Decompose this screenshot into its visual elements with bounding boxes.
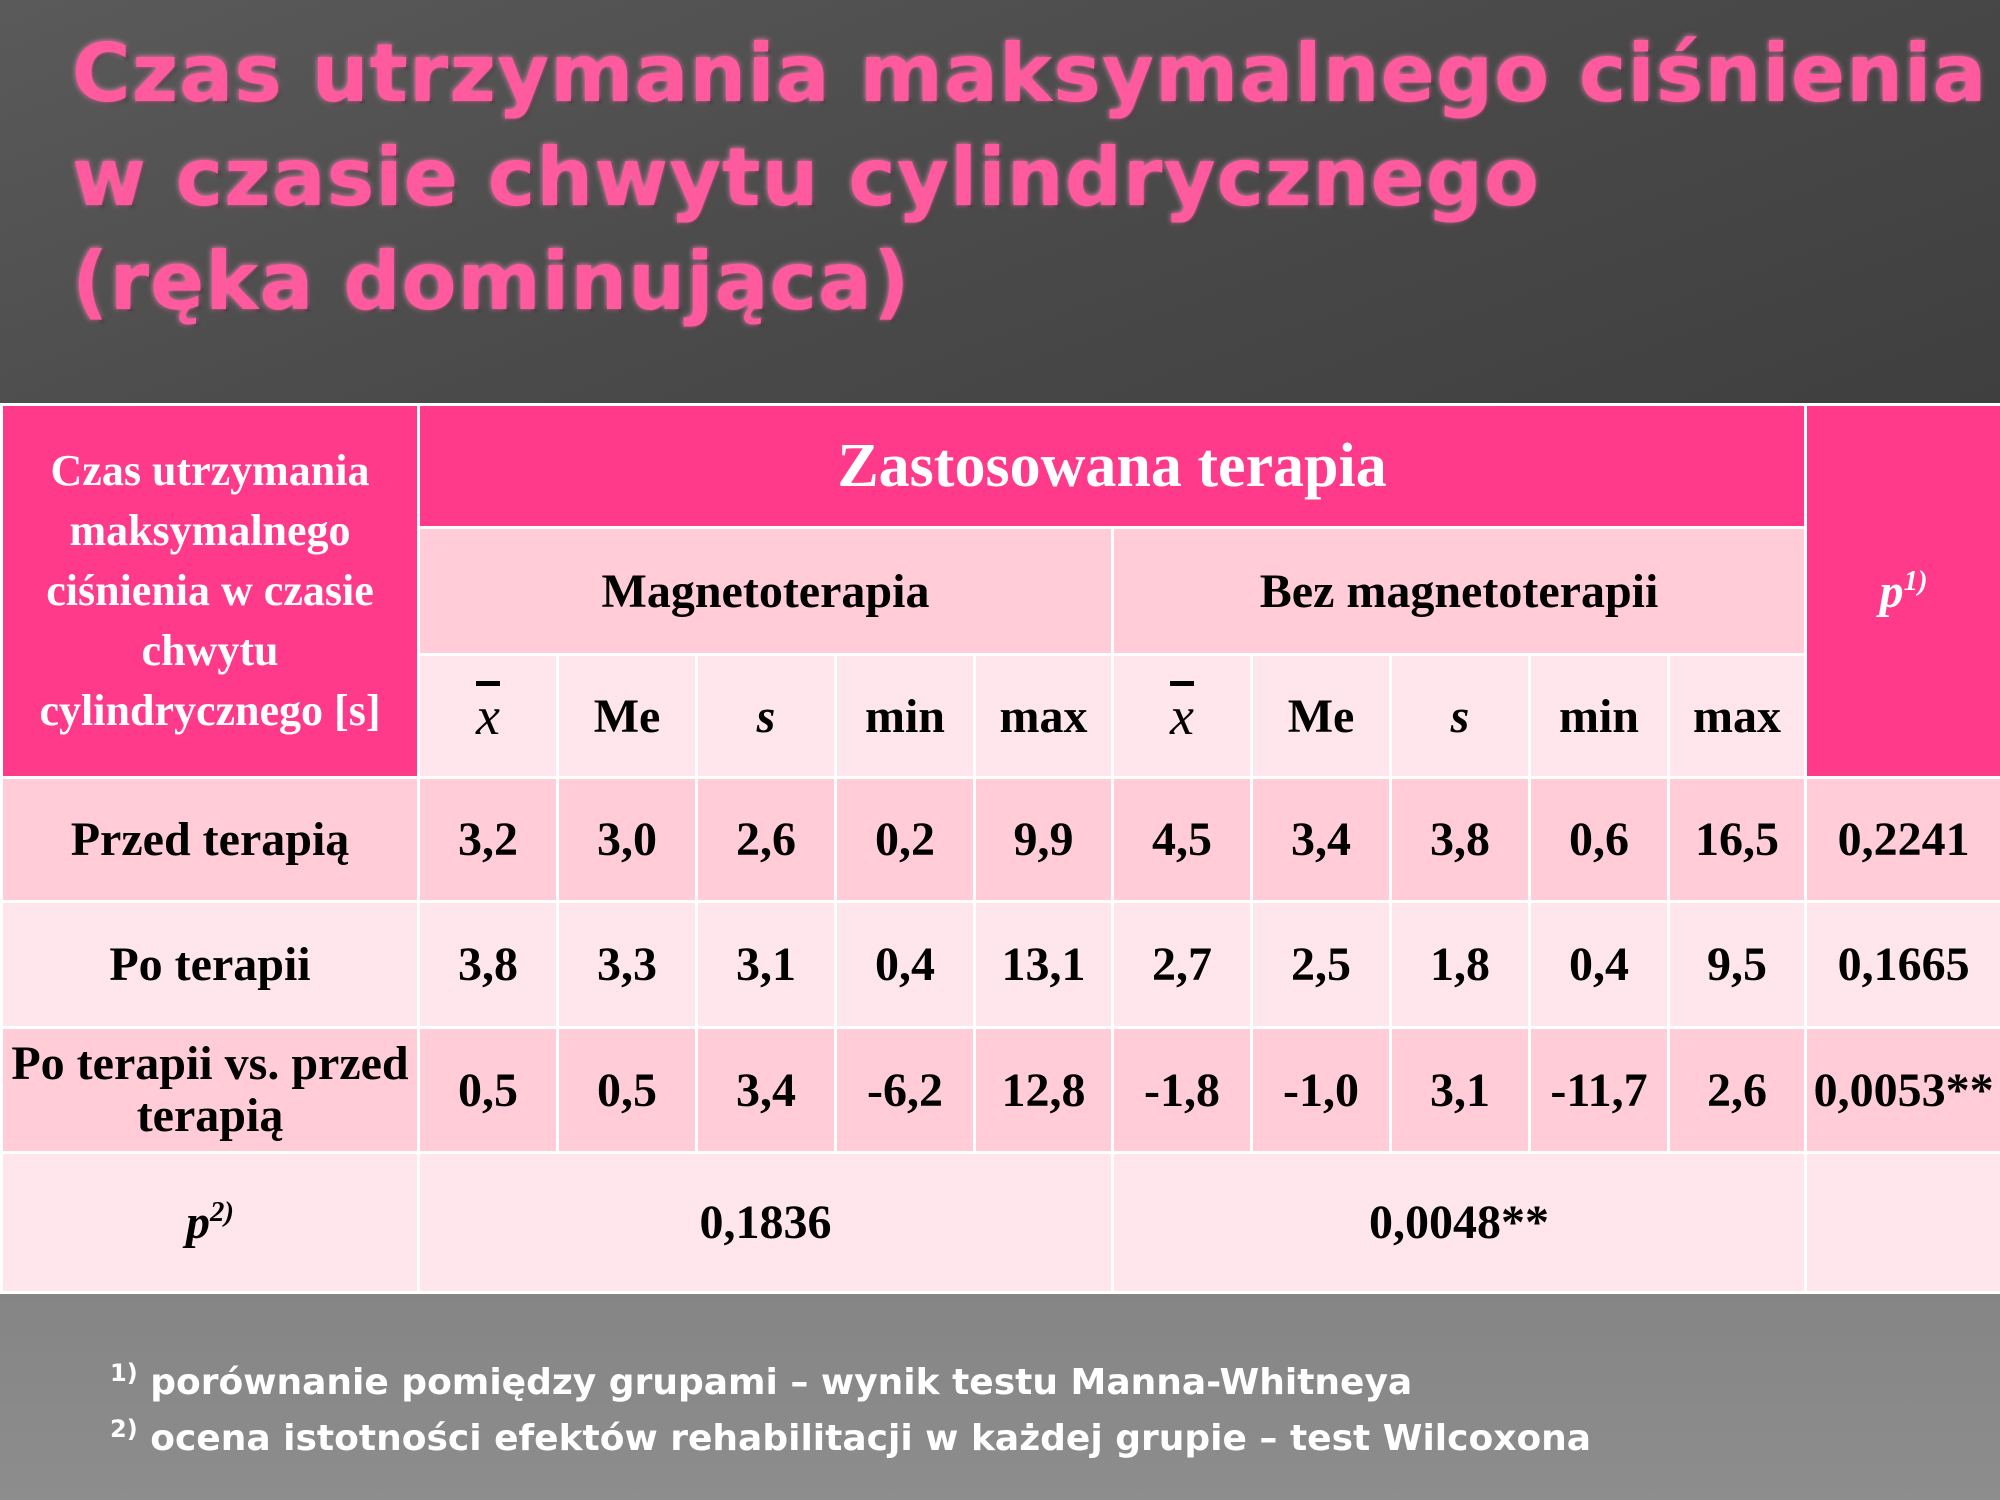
footnote-2-text: ocena istotności efektów rehabilitacji w…	[150, 1418, 1592, 1459]
table-row: Przed terapią 3,2 3,0 2,6 0,2 9,9 4,5 3,4 3,8 0,6…	[0, 776, 2000, 903]
footnote-2: 2) ocena istotności efektów rehabilitacj…	[110, 1406, 1591, 1462]
table-cell: 4,5	[1111, 776, 1253, 903]
table-cell: 3,4	[695, 1026, 837, 1154]
table-cell: 3,4	[1250, 776, 1392, 903]
table-cell: 3,3	[556, 900, 698, 1029]
stat-header: min	[834, 653, 976, 779]
table-cell: 2,6	[1666, 1026, 1808, 1154]
table-cell: 9,5	[1666, 900, 1808, 1029]
row-label: Po terapii vs. przed terapią	[0, 1026, 420, 1154]
table-cell: 2,5	[1250, 900, 1392, 1029]
table-cell: 3,2	[417, 776, 559, 903]
p2-magnetoterapia: 0,1836	[417, 1151, 1114, 1294]
table-cell: 0,5	[417, 1026, 559, 1154]
table-cell: 16,5	[1666, 776, 1808, 903]
stat-header: max	[973, 653, 1114, 779]
p2-label: p	[186, 1196, 210, 1249]
stat-header: s	[1389, 653, 1531, 779]
p2-bez-magnetoterapii: 0,0048**	[1110, 1151, 1808, 1294]
stat-header: s	[695, 653, 837, 779]
p1-label: p	[1879, 564, 1904, 618]
table-cell: 13,1	[973, 900, 1114, 1029]
footnote-1-text: porównanie pomiędzy grupami – wynik test…	[150, 1362, 1413, 1403]
p1-value: 0,0053**	[1804, 1026, 2000, 1154]
title-line-3: (ręka dominująca)	[72, 235, 911, 328]
p2-sup: 2)	[210, 1196, 234, 1228]
empty-cell	[1804, 1151, 2000, 1294]
table-cell: 3,1	[695, 900, 837, 1029]
corner-header: Czas utrzymania maksymalnego ciśnienia w…	[0, 403, 420, 779]
stat-header: min	[1528, 653, 1670, 779]
table-cell: 3,1	[1389, 1026, 1531, 1154]
stat-header: Me	[1250, 653, 1392, 779]
p2-row: p2) 0,1836 0,0048**	[0, 1151, 2000, 1294]
table-cell: 3,8	[417, 900, 559, 1029]
table-cell: -1,0	[1250, 1026, 1392, 1154]
table-cell: 1,8	[1389, 900, 1531, 1029]
table-cell: 12,8	[973, 1026, 1114, 1154]
p1-header: p1)	[1804, 403, 2000, 779]
background-top	[0, 0, 2000, 403]
table-cell: 0,2	[834, 776, 976, 903]
row-label: Przed terapią	[0, 776, 420, 903]
row-label: Po terapii	[0, 900, 420, 1029]
table-cell: 3,0	[556, 776, 698, 903]
slide-title: Czas utrzymania maksymalnego ciśnienia w…	[72, 22, 1987, 334]
stat-header: Me	[556, 653, 698, 779]
group-header-bez-magnetoterapii: Bez magnetoterapii	[1110, 526, 1808, 656]
table-cell: -1,8	[1111, 1026, 1253, 1154]
group-header-magnetoterapia: Magnetoterapia	[417, 526, 1114, 656]
table-cell: 9,9	[973, 776, 1114, 903]
title-line-2: w czasie chwytu cylindrycznego	[72, 131, 1541, 224]
footnote-1: 1) porównanie pomiędzy grupami – wynik t…	[110, 1350, 1591, 1406]
table-row: Po terapii 3,8 3,3 3,1 0,4 13,1 2,7 2,5 1,8 0,4 9,…	[0, 900, 2000, 1029]
p1-value: 0,1665	[1804, 900, 2000, 1029]
table-cell: 2,6	[695, 776, 837, 903]
background-bottom	[0, 1291, 2000, 1500]
footnote-1-marker: 1)	[110, 1359, 138, 1387]
table-cell: 0,6	[1528, 776, 1670, 903]
stat-header: x	[1111, 653, 1253, 779]
p1-value: 0,2241	[1804, 776, 2000, 903]
stat-header: max	[1666, 653, 1808, 779]
results-table: Czas utrzymania maksymalnego ciśnienia w…	[0, 403, 2000, 1294]
stat-header: x	[417, 653, 559, 779]
footnotes: 1) porównanie pomiędzy grupami – wynik t…	[110, 1350, 1591, 1462]
table-cell: -11,7	[1528, 1026, 1670, 1154]
table-cell: 0,4	[834, 900, 976, 1029]
table-cell: 3,8	[1389, 776, 1531, 903]
title-line-1: Czas utrzymania maksymalnego ciśnienia	[72, 27, 1988, 120]
footnote-2-marker: 2)	[110, 1415, 138, 1443]
table-cell: 0,5	[556, 1026, 698, 1154]
table-cell: 0,4	[1528, 900, 1670, 1029]
therapy-header: Zastosowana terapia	[416, 403, 1808, 529]
table-row: Po terapii vs. przed terapią 0,5 0,5 3,4 -6,…	[0, 1026, 2000, 1154]
table-cell: 2,7	[1111, 900, 1253, 1029]
p1-sup: 1)	[1903, 564, 1928, 597]
table-cell: -6,2	[834, 1026, 976, 1154]
p2-label-cell: p2)	[0, 1151, 420, 1294]
